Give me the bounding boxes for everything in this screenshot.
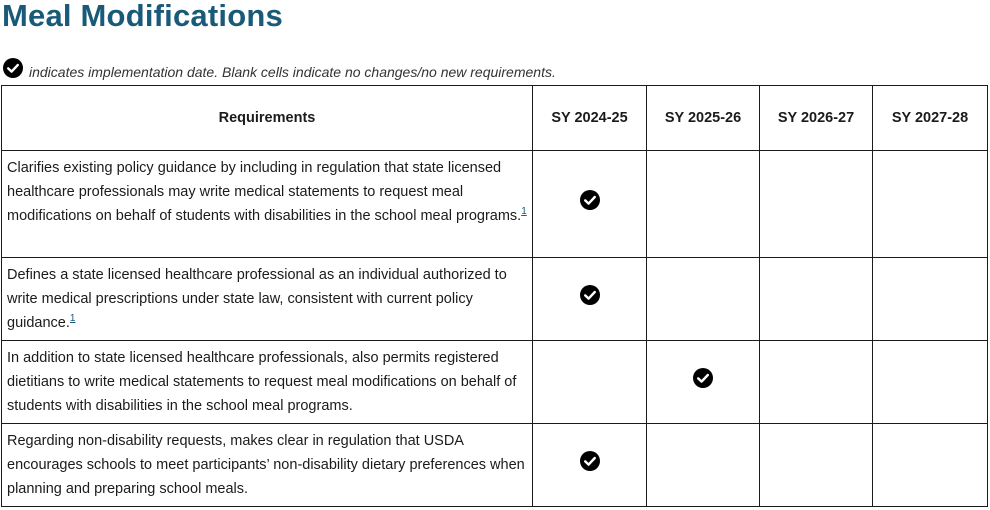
column-header-sy-2027-28: SY 2027-28: [872, 85, 988, 151]
check-circle-icon: [579, 285, 600, 305]
table-row: Regarding non-disability requests, makes…: [1, 423, 988, 507]
footnote-link[interactable]: 1: [69, 313, 76, 325]
requirement-cell: Defines a state licensed healthcare prof…: [1, 257, 533, 341]
check-circle-icon: [3, 58, 23, 78]
page-title: Meal Modifications: [2, 0, 283, 33]
table-row: Defines a state licensed healthcare prof…: [1, 257, 988, 341]
implementation-cell: [872, 257, 988, 341]
column-header-sy-2024-25: SY 2024-25: [532, 85, 647, 151]
requirements-table: Requirements SY 2024-25 SY 2025-26 SY 20…: [1, 85, 988, 507]
requirement-text: Clarifies existing policy guidance by in…: [7, 160, 522, 224]
implementation-cell: [646, 423, 760, 507]
requirement-cell: Clarifies existing policy guidance by in…: [1, 150, 533, 258]
column-header-sy-2025-26: SY 2025-26: [646, 85, 760, 151]
requirement-text: Defines a state licensed healthcare prof…: [7, 267, 507, 331]
column-header-requirements: Requirements: [1, 85, 533, 151]
legend-note: indicates implementation date. Blank cel…: [29, 64, 556, 80]
check-circle-icon: [579, 190, 600, 210]
implementation-cell: [872, 423, 988, 507]
implementation-cell: [646, 340, 760, 424]
table-row: In addition to state licensed healthcare…: [1, 340, 988, 424]
requirement-cell: Regarding non-disability requests, makes…: [1, 423, 533, 507]
check-circle-icon: [579, 451, 600, 471]
implementation-cell: [646, 257, 760, 341]
requirement-text: Regarding non-disability requests, makes…: [7, 433, 525, 497]
footnote-link[interactable]: 1: [521, 206, 527, 218]
requirement-cell: In addition to state licensed healthcare…: [1, 340, 533, 424]
implementation-cell: [759, 340, 873, 424]
implementation-cell: [532, 423, 647, 507]
legend: indicates implementation date. Blank cel…: [3, 57, 556, 80]
check-circle-icon: [693, 368, 713, 388]
implementation-cell: [532, 150, 647, 258]
column-header-sy-2026-27: SY 2026-27: [759, 85, 873, 151]
implementation-cell: [759, 423, 873, 507]
implementation-cell: [872, 150, 988, 258]
table-header-row: Requirements SY 2024-25 SY 2025-26 SY 20…: [1, 85, 988, 151]
implementation-cell: [532, 257, 647, 341]
implementation-cell: [646, 150, 760, 258]
table-row: Clarifies existing policy guidance by in…: [1, 150, 988, 258]
implementation-cell: [759, 150, 873, 258]
implementation-cell: [532, 340, 647, 424]
implementation-cell: [872, 340, 988, 424]
implementation-cell: [759, 257, 873, 341]
requirement-text: In addition to state licensed healthcare…: [7, 350, 517, 414]
